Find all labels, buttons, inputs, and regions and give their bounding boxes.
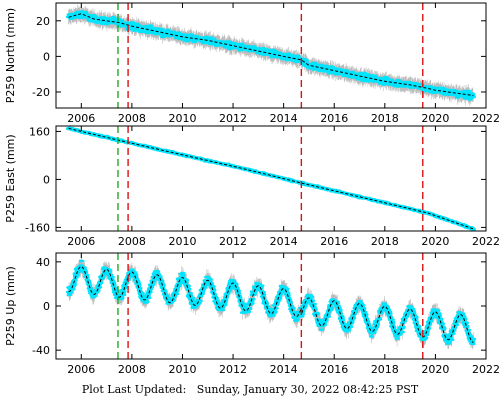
east-xtick-label: 2008 [118,235,146,248]
up-ytick-label: 0 [43,300,50,313]
up-xtick-label: 2016 [320,363,348,376]
north-ytick-label: 20 [36,15,50,28]
north-xtick-label: 2008 [118,112,146,125]
east-frame [55,125,487,232]
north-model-line [68,13,474,96]
east-xtick-label: 2018 [371,235,399,248]
north-frame [55,2,487,109]
north-xtick-label: 2006 [67,112,95,125]
east-xtick-label: 2010 [168,235,196,248]
up-xtick-label: 2018 [371,363,399,376]
up-xtick-label: 2006 [67,363,95,376]
up-ytick-label: 40 [36,256,50,269]
east-xtick-label: 2016 [320,235,348,248]
panel-up: 2006 2008 2010 2012 2014 2016 2018 2020 2022 40 0 -… [4,252,500,376]
east-ytick-label: 160 [29,125,50,138]
up-xtick-label: 2014 [270,363,298,376]
up-plot-area [65,254,476,350]
north-xtick-label: 2010 [168,112,196,125]
east-ytick-label: 0 [43,173,50,186]
up-xtick-label: 2012 [219,363,247,376]
east-ytick-label: -160 [25,221,50,234]
up-xtick-label: 2010 [168,363,196,376]
panel-east: 2006 2008 2010 2012 2014 2016 2018 2020 2022 160 0… [4,125,500,248]
east-xtick-label: 2006 [67,235,95,248]
north-xtick-label: 2020 [421,112,449,125]
north-xtick-label: 2012 [219,112,247,125]
east-ylabel: P259 East (mm) [4,134,17,222]
north-ytick-label: 0 [43,50,50,63]
east-xtick-label: 2022 [472,235,500,248]
footer-timestamp: Sunday, January 30, 2022 08:42:25 PST [196,383,419,396]
north-ylabel: P259 North (mm) [4,8,17,103]
north-xtick-label: 2018 [371,112,399,125]
plot-updated-footer: Plot Last Updated: Sunday, January 30, 2… [0,383,500,396]
east-xtick-label: 2012 [219,235,247,248]
up-xtick-label: 2008 [118,363,146,376]
up-ylabel: P259 Up (mm) [4,266,17,346]
footer-label: Plot Last Updated: [81,383,187,396]
up-xtick-label: 2022 [472,363,500,376]
up-error-bars [68,254,474,350]
panel-north: 2006 2008 2010 2012 2014 2016 2018 2020 2022 20 0 -… [4,2,500,125]
north-ytick-label: -20 [32,86,50,99]
east-xtick-label: 2014 [270,235,298,248]
up-ytick-label: -40 [32,344,50,357]
east-xtick-label: 2020 [421,235,449,248]
up-model-line [68,265,474,343]
north-xtick-label: 2016 [320,112,348,125]
north-xtick-label: 2022 [472,112,500,125]
east-plot-area [65,126,476,231]
north-xtick-label: 2014 [270,112,298,125]
east-model-line [68,127,474,230]
north-plot-area [65,4,476,107]
up-xtick-label: 2020 [421,363,449,376]
